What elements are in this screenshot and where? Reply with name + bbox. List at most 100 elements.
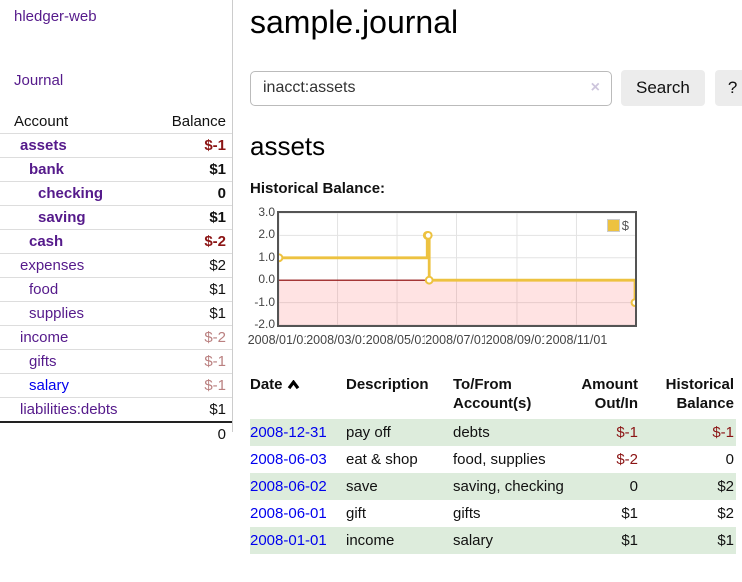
x-tick-label: 2008/03/01: [305, 333, 370, 347]
accounts-total-row: 0: [0, 421, 232, 446]
accounts-header-balance: Balance: [171, 113, 226, 130]
account-row-salary: salary $-1: [0, 373, 232, 397]
amount-cell: $-1: [616, 424, 638, 441]
account-link-checking[interactable]: checking: [38, 185, 104, 202]
account-row-supplies: supplies $1: [0, 301, 232, 325]
account-balance: $-1: [204, 137, 226, 154]
account-balance: $-2: [204, 233, 226, 250]
account-balance: $1: [209, 305, 226, 322]
account-row-food: food $1: [0, 277, 232, 301]
search-button[interactable]: Search: [621, 70, 705, 106]
y-tick-label: 3.0: [258, 205, 275, 219]
table-row: 2008-12-31 pay off debts $-1 $-1: [250, 419, 736, 446]
account-link-liabilities-debts[interactable]: liabilities:debts: [20, 401, 118, 418]
account-balance: $1: [209, 401, 226, 418]
sort-ascending-icon[interactable]: [287, 377, 300, 394]
account-balance: $1: [209, 281, 226, 298]
sidebar-item-journal[interactable]: Journal: [14, 72, 64, 89]
accounts-cell: debts: [453, 424, 490, 441]
description-cell: pay off: [346, 424, 391, 441]
table-row: 2008-06-01 gift gifts $1 $2: [250, 500, 736, 527]
sidebar: hledger-web Journal Account Balance asse…: [0, 0, 233, 443]
date-link[interactable]: 2008-06-01: [250, 505, 327, 522]
account-link-food[interactable]: food: [29, 281, 59, 298]
register-header-date[interactable]: Date: [250, 373, 346, 419]
x-tick-label: 2008/11/01: [544, 333, 609, 347]
account-row-expenses: expenses $2: [0, 253, 232, 277]
account-row-gifts: gifts $-1: [0, 349, 232, 373]
y-tick-label: 1.0: [258, 249, 275, 264]
y-tick-label: -2.0: [254, 317, 275, 331]
y-tick-label: 0.0: [258, 272, 275, 287]
account-link-assets[interactable]: assets: [20, 137, 67, 154]
balance-cell: $2: [717, 478, 734, 495]
account-row-assets: assets $-1: [0, 133, 232, 157]
account-link-saving[interactable]: saving: [38, 209, 86, 226]
x-tick-label: 2008/09/01: [484, 333, 550, 347]
balance-cell: $-1: [712, 424, 734, 441]
account-link-supplies[interactable]: supplies: [29, 305, 85, 322]
account-link-expenses[interactable]: expenses: [20, 257, 85, 274]
balance-chart: $ 3.0 2.0 1.0 0.0 -1.0 -2.0 2008/01/01 2008/03…: [246, 206, 742, 351]
account-link-cash[interactable]: cash: [29, 233, 64, 250]
account-balance: $-2: [204, 329, 226, 346]
accounts-table: Account Balance assets $-1 bank $1 check…: [0, 110, 232, 446]
account-link-income[interactable]: income: [20, 329, 69, 346]
x-tick-label: 2008/05/01: [364, 333, 430, 347]
amount-cell: $-2: [616, 451, 638, 468]
accounts-header-account: Account: [14, 113, 69, 130]
register-header-tofrom: To/From Account(s): [453, 376, 532, 412]
date-link[interactable]: 2008-06-03: [250, 451, 327, 468]
date-link[interactable]: 2008-12-31: [250, 424, 327, 441]
chart-plot: $: [277, 211, 637, 327]
amount-cell: $1: [621, 505, 638, 522]
account-balance: 0: [217, 185, 226, 202]
account-balance: $-1: [204, 353, 226, 370]
table-row: 2008-01-01 income salary $1 $1: [250, 527, 736, 554]
description-cell: income: [346, 532, 395, 549]
date-link[interactable]: 2008-06-02: [250, 478, 327, 495]
account-balance: $1: [209, 161, 226, 178]
register-header-description: Description: [346, 376, 429, 393]
date-link[interactable]: 2008-01-01: [250, 532, 327, 549]
register-header-amount: Amount Out/In: [581, 376, 638, 412]
account-link-salary[interactable]: salary: [29, 377, 70, 394]
account-link-gifts[interactable]: gifts: [29, 353, 57, 370]
table-row: 2008-06-02 save saving, checking 0 $2: [250, 473, 736, 500]
search-input[interactable]: [250, 70, 612, 106]
chart-title: Historical Balance:: [250, 180, 386, 197]
app-title-link[interactable]: hledger-web: [14, 8, 97, 25]
account-balance: $2: [209, 257, 226, 274]
page-title: sample.journal: [250, 4, 459, 40]
page: hledger-web Journal Account Balance asse…: [0, 0, 742, 554]
accounts-cell: saving, checking: [453, 478, 564, 495]
accounts-cell: gifts: [453, 505, 481, 522]
register-table: Date Description To/From Account(s) Amou…: [250, 373, 736, 554]
account-balance: $-1: [204, 377, 226, 394]
account-link-bank[interactable]: bank: [29, 161, 65, 178]
balance-cell: 0: [725, 451, 734, 468]
account-balance: $1: [209, 209, 226, 226]
amount-cell: $1: [621, 532, 638, 549]
main-content: sample.journal × Search ? assets Histori…: [233, 0, 742, 554]
register-header-balance: Historical Balance: [665, 376, 734, 412]
amount-cell: 0: [629, 478, 638, 495]
accounts-total-value: 0: [217, 426, 226, 443]
legend-label: $: [621, 218, 629, 233]
clear-search-icon[interactable]: ×: [590, 78, 600, 96]
accounts-cell: food, supplies: [453, 451, 546, 468]
chart-legend: $: [604, 217, 631, 234]
help-button[interactable]: ?: [714, 70, 742, 106]
x-tick-label: 2008/01/01: [246, 333, 312, 347]
description-cell: eat & shop: [346, 451, 418, 468]
search-form: × Search ?: [250, 70, 742, 106]
account-heading: assets: [250, 131, 326, 161]
accounts-header-row: Account Balance: [0, 110, 232, 133]
description-cell: gift: [346, 505, 367, 522]
account-row-checking: checking 0: [0, 181, 232, 205]
x-tick-label: 2008/07/01: [424, 333, 489, 347]
balance-cell: $2: [717, 505, 734, 522]
table-row: 2008-06-03 eat & shop food, supplies $-2…: [250, 446, 736, 473]
account-row-cash: cash $-2: [0, 229, 232, 253]
accounts-cell: salary: [453, 532, 494, 549]
